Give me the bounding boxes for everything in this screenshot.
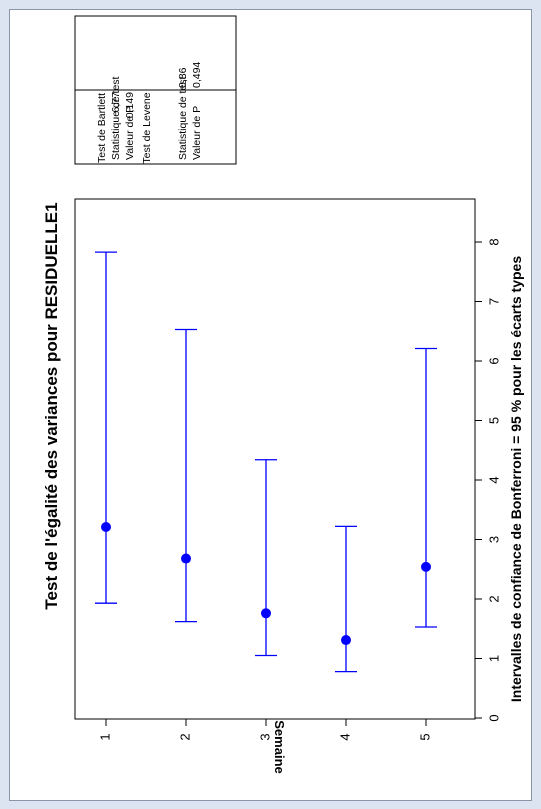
plot-area (74, 198, 476, 720)
value-tick-label: 0 (486, 714, 501, 721)
value-tick-label: 7 (486, 298, 501, 305)
chart-title: Test de l'égalité des variances pour RES… (42, 202, 61, 609)
estimate-point (421, 561, 431, 572)
estimate-point (261, 608, 271, 619)
bartlett-stat-label: Statistique de test (110, 76, 122, 160)
category-tick-label: 1 (97, 733, 112, 740)
levene-stat-label: Statistique de test (177, 76, 189, 160)
bartlett-stat-value: 6,77 (110, 92, 122, 113)
bartlett-p-label: Valeur de P (124, 106, 136, 160)
value-tick-label: 1 (486, 655, 501, 662)
levene-title: Test de Levene (141, 92, 153, 163)
value-tick-label: 3 (486, 536, 501, 543)
estimate-point (341, 635, 351, 646)
levene-p-value: 0,494 (191, 62, 203, 88)
x-axis-label: Intervalles de confiance de Bonferroni =… (508, 256, 524, 702)
bartlett-title: Test de Bartlett (96, 93, 108, 163)
chart-svg: 0 1 2 3 4 5 6 7 8 1 2 3 4 5 Test de l'égalité des var… (42, 15, 524, 774)
levene-p-label: Valeur de P (191, 106, 203, 160)
levene-stat-value: 0,86 (177, 67, 189, 88)
value-tick-label: 5 (486, 417, 501, 424)
category-tick-label: 4 (337, 733, 352, 740)
estimate-point (181, 553, 191, 564)
bartlett-p-value: 0,149 (124, 92, 136, 118)
value-tick-label: 6 (486, 357, 501, 364)
y-axis-label: Semaine (272, 720, 287, 773)
estimate-point (101, 522, 111, 533)
category-tick-label: 2 (177, 733, 192, 740)
value-tick-label: 2 (486, 595, 501, 602)
value-tick-label: 8 (486, 238, 501, 245)
category-tick-label: 5 (417, 733, 432, 740)
value-tick-label: 4 (486, 476, 501, 483)
category-tick-label: 3 (257, 733, 272, 740)
chart-frame: 0 1 2 3 4 5 6 7 8 1 2 3 4 5 Test de l'égalité des var… (9, 9, 532, 801)
